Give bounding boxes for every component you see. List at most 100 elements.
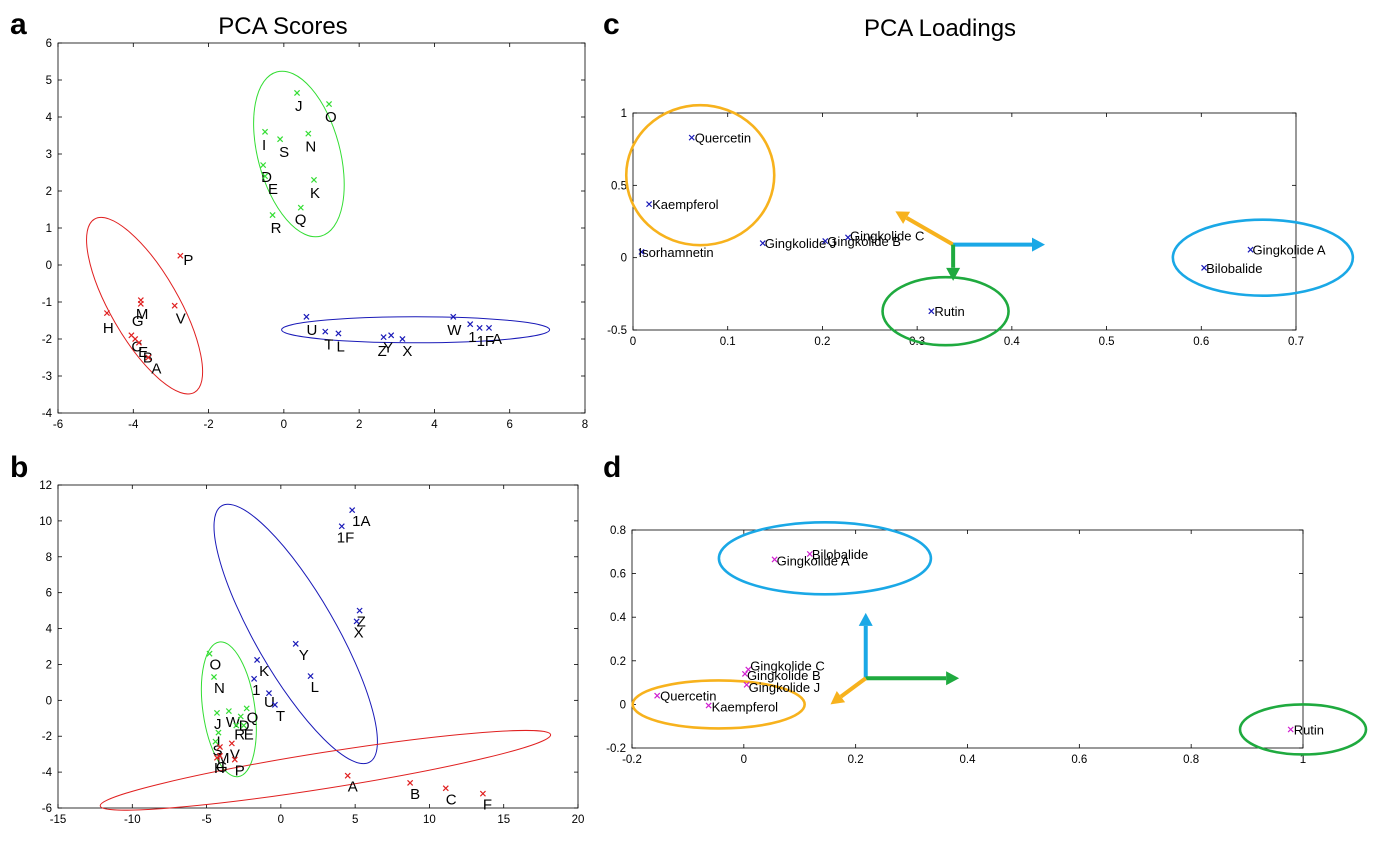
- data-point-marker: [240, 722, 247, 729]
- data-point-label: L: [311, 679, 319, 696]
- data-point-marker: [135, 339, 142, 346]
- data-point-label: B: [410, 786, 420, 803]
- x-tick-label: 6: [507, 419, 513, 431]
- data-point-marker: [743, 681, 750, 688]
- data-point-marker: [213, 754, 220, 761]
- cluster-ellipse-cyan: [717, 521, 933, 596]
- data-point-label: Quercetin: [660, 689, 716, 704]
- cluster-ellipse-cyan: [1171, 218, 1355, 297]
- data-point-label: Y: [299, 647, 309, 664]
- data-point-label: Q: [295, 212, 307, 229]
- data-point-marker: [485, 324, 493, 331]
- y-tick-label: 12: [39, 480, 52, 492]
- data-point-marker: [654, 692, 661, 699]
- cluster-ellipse-orange: [624, 103, 776, 247]
- data-point-label: Bilobalide: [812, 547, 868, 562]
- data-point-label: Rutin: [934, 304, 964, 319]
- panel-a: -6-4-202468-4-3-2-10123456PMGVHCEBAJOISN…: [42, 38, 588, 431]
- data-point-marker: [231, 756, 238, 763]
- data-point-label: K: [259, 663, 269, 680]
- data-point-label: R: [234, 726, 245, 743]
- data-point-marker: [212, 738, 219, 745]
- data-point-label: U: [264, 694, 275, 711]
- axis-arrow-shaft-orange: [905, 216, 955, 247]
- panel-letter-c: c: [603, 8, 620, 41]
- data-point-label: E: [244, 726, 254, 743]
- data-point-marker: [806, 550, 813, 558]
- data-point-marker: [771, 556, 778, 563]
- cluster-ellipse-red: [99, 729, 552, 811]
- y-tick-label: 0: [46, 695, 52, 707]
- cluster-ellipse-orange: [631, 679, 806, 730]
- data-point-marker: [928, 308, 935, 315]
- data-point-label: A: [492, 331, 502, 348]
- data-point-marker: [137, 300, 144, 307]
- data-point-label: Isorhamnetin: [639, 245, 714, 260]
- x-tick-label: 1: [1300, 754, 1306, 766]
- data-point-label: E: [268, 181, 278, 198]
- data-point-marker: [326, 101, 333, 108]
- y-tick-label: -0.5: [607, 325, 627, 337]
- axes-frame: [631, 529, 1304, 749]
- data-point-label: G: [132, 313, 144, 330]
- x-tick-label: 0: [630, 336, 636, 348]
- data-point-marker: [335, 330, 342, 337]
- data-point-marker: [322, 328, 329, 335]
- y-tick-label: 5: [46, 75, 52, 87]
- x-tick-label: 10: [423, 814, 436, 826]
- panel-b: -15 -10 -5 0 5 10 15 20-6-4-20246810121A1FZXYLK…: [39, 480, 584, 826]
- x-tick-label: -2: [203, 419, 213, 431]
- data-point-marker: [344, 772, 351, 779]
- data-point-label: Gingkolide C: [850, 228, 924, 243]
- data-point-marker: [450, 313, 457, 320]
- data-point-label: P: [183, 252, 193, 269]
- data-point-marker: [705, 702, 712, 709]
- data-point-marker: [741, 670, 748, 677]
- data-point-label: K: [310, 185, 320, 202]
- data-point-label: Z: [378, 343, 387, 360]
- data-point-label: N: [305, 139, 316, 156]
- data-point-marker: [1201, 264, 1208, 271]
- data-point-label: Rutin: [1294, 722, 1324, 737]
- data-point-marker: [646, 201, 653, 208]
- data-point-label: Gingkolide B: [827, 234, 901, 249]
- x-tick-label: 0: [741, 754, 747, 766]
- data-point-label: Z: [357, 614, 366, 631]
- x-tick-label: 0.6: [1071, 754, 1087, 766]
- data-point-label: O: [210, 657, 222, 674]
- data-point-marker: [407, 779, 414, 786]
- data-point-label: I: [216, 734, 220, 751]
- y-tick-label: 6: [46, 38, 52, 50]
- data-point-marker: [206, 650, 213, 657]
- cluster-ellipse-blue: [281, 316, 551, 344]
- data-point-marker: [210, 673, 218, 681]
- data-point-marker: [243, 705, 250, 712]
- data-point-label: N: [214, 680, 225, 697]
- data-point-marker: [145, 354, 152, 361]
- data-point-label: Q: [247, 709, 259, 726]
- data-point-label: G: [216, 759, 228, 776]
- data-point-label: I: [262, 137, 266, 154]
- data-point-marker: [467, 321, 474, 328]
- axes-frame: [57, 484, 579, 809]
- cluster-ellipse-green: [253, 70, 345, 238]
- data-point-label: R: [271, 220, 282, 237]
- data-point-marker: [479, 790, 486, 797]
- data-point-marker: [216, 743, 223, 751]
- y-tick-label: -0.2: [606, 743, 626, 755]
- data-point-marker: [353, 618, 360, 625]
- data-point-label: J: [295, 98, 303, 115]
- x-tick-label: 0.4: [960, 754, 977, 766]
- data-point-label: C: [131, 338, 142, 355]
- data-point-marker: [297, 204, 304, 211]
- data-point-marker: [213, 709, 220, 716]
- panel-letter-b: b: [10, 451, 28, 484]
- panel-c: 0 0.1 0.2 0.3 0.4 0.5 0.6 0.7-0.500.51Quercetin…: [607, 103, 1355, 348]
- data-point-marker: [338, 523, 345, 530]
- cluster-ellipse-dark_green: [881, 275, 1010, 347]
- data-point-label: A: [348, 779, 358, 796]
- data-point-marker: [388, 332, 395, 339]
- data-point-marker: [759, 240, 766, 247]
- y-tick-label: 0: [620, 699, 626, 711]
- y-tick-label: 3: [46, 149, 52, 161]
